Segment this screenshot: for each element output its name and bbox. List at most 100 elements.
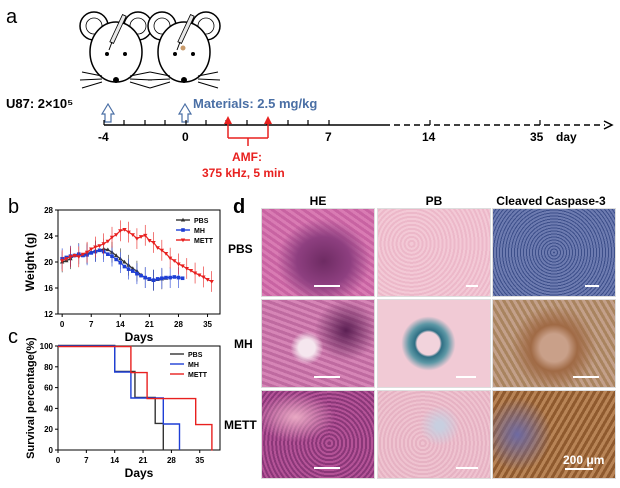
weight-legend-label-PBS: PBS <box>194 218 209 225</box>
panel-letter-b: b <box>8 196 20 218</box>
weight-point-METT-2 <box>68 255 73 259</box>
survival-xtick-label-0: 0 <box>56 456 61 465</box>
weight-ytick-label-24: 24 <box>44 232 53 241</box>
survival-legend-label-MH: MH <box>188 362 199 369</box>
survival-ytick-label-80: 80 <box>44 363 53 372</box>
survival-legend-label-METT: METT <box>188 372 208 379</box>
tile-pb-pbs <box>377 208 491 297</box>
weight-legend-marker-METT <box>180 238 186 243</box>
weight-point-METT-7 <box>89 247 94 252</box>
weight-legend-label-MH: MH <box>194 228 205 235</box>
weight-point-MH-23 <box>155 277 160 281</box>
weight-xtick-label-28: 28 <box>174 320 183 329</box>
weight-point-METT-30 <box>184 267 189 271</box>
survival-ytick-label-0: 0 <box>49 446 54 455</box>
weight-legend-marker-PBS <box>180 217 186 222</box>
survival-ytick-label-40: 40 <box>44 404 53 413</box>
weight-point-METT-21 <box>147 239 152 243</box>
weight-point-MH-9 <box>97 248 102 253</box>
weight-point-METT-18 <box>134 237 140 241</box>
weight-point-MH-20 <box>143 275 148 280</box>
weight-point-MH-21 <box>147 277 152 281</box>
survival-legend-label-PBS: PBS <box>188 352 203 359</box>
weight-point-MH-24 <box>160 276 164 281</box>
survival-series-METT <box>58 345 213 451</box>
survival-ylabel: Survival percentage(%) <box>25 338 37 459</box>
weight-point-MH-22 <box>151 278 156 282</box>
tick-label-neg4: -4 <box>98 130 109 144</box>
row-head-mett: METT <box>224 418 257 432</box>
tile-pb-mh <box>377 299 491 388</box>
weight-point-MH-12 <box>110 254 114 258</box>
weight-ytick-label-12: 12 <box>44 310 53 319</box>
tick-label-14: 14 <box>422 130 436 144</box>
materials-label: Materials: 2.5 mg/kg <box>193 96 318 111</box>
weight-point-METT-34 <box>201 275 206 280</box>
weight-point-METT-35 <box>205 278 210 282</box>
weight-point-METT-19 <box>138 235 144 239</box>
survival-xtick-label-28: 28 <box>167 456 176 465</box>
panel-letter-a: a <box>6 6 18 28</box>
weight-point-MH-27 <box>172 275 177 279</box>
weight-point-METT-27 <box>172 259 177 263</box>
tick-label-0: 0 <box>182 130 189 144</box>
weight-point-METT-0 <box>59 259 65 263</box>
weight-point-METT-12 <box>109 235 115 240</box>
tile-casp-pbs <box>492 208 616 297</box>
weight-ytick-label-16: 16 <box>44 284 53 293</box>
timeline <box>100 102 614 146</box>
weight-point-METT-8 <box>93 245 98 250</box>
weight-plot-frame <box>57 209 221 315</box>
survival-xtick-label-35: 35 <box>195 456 204 465</box>
survival-chart: 0 7 14 21 28 35 0 20 40 60 80 100 Days Survival perce… <box>25 338 221 480</box>
weight-point-METT-16 <box>126 230 131 235</box>
weight-point-MH-13 <box>114 257 118 262</box>
survival-xtick-label-21: 21 <box>139 456 148 465</box>
day-label: day <box>556 130 577 144</box>
weight-ytick-label-28: 28 <box>44 206 53 215</box>
cell-injection-label: U87: 2×10⁵ <box>6 96 74 111</box>
col-head-caspase: Cleaved Caspase-3 <box>496 194 606 208</box>
survival-ytick-label-20: 20 <box>44 425 53 434</box>
weight-point-PBS-13 <box>113 253 119 257</box>
panel-letter-c: c <box>8 326 18 348</box>
tick-label-7: 7 <box>325 130 332 144</box>
weight-point-MH-15 <box>122 264 127 269</box>
weight-point-METT-4 <box>76 255 81 259</box>
weight-point-MH-25 <box>164 275 168 280</box>
weight-point-MH-26 <box>168 275 172 280</box>
weight-legend-marker-MH <box>181 228 185 232</box>
weight-xlabel: Days <box>125 330 154 344</box>
survival-xtick-label-14: 14 <box>110 456 119 465</box>
col-head-he: HE <box>309 194 327 208</box>
col-head-pb: PB <box>425 194 443 208</box>
weight-point-METT-9 <box>97 244 102 248</box>
weight-chart: 0 7 14 21 28 35 12 16 20 24 28 Days Weight (g) PBS MH M… <box>23 206 221 344</box>
weight-ylabel: Weight (g) <box>23 233 37 291</box>
weight-point-METT-10 <box>101 242 106 246</box>
weight-point-METT-32 <box>192 271 198 276</box>
weight-point-MH-14 <box>118 260 123 265</box>
weight-point-MH-16 <box>126 267 131 271</box>
weight-point-MH-19 <box>139 273 143 278</box>
tile-he-pbs <box>261 208 375 297</box>
weight-ytick-label-20: 20 <box>44 258 53 267</box>
weight-point-METT-31 <box>188 268 194 273</box>
injection-arrow-icon <box>100 102 116 123</box>
weight-point-METT-25 <box>163 252 169 256</box>
weight-point-PBS-11 <box>105 247 111 252</box>
weight-point-METT-17 <box>130 233 135 237</box>
weight-point-METT-5 <box>80 252 86 257</box>
tile-casp-mh <box>492 299 616 388</box>
row-head-mh: MH <box>234 337 253 351</box>
weight-xtick-label-21: 21 <box>145 320 154 329</box>
weight-point-METT-36 <box>209 280 214 284</box>
weight-point-MH-18 <box>135 271 139 276</box>
weight-point-METT-26 <box>167 256 173 261</box>
amf-bracket <box>224 116 272 146</box>
weight-xtick-label-0: 0 <box>60 320 65 329</box>
tick-label-35: 35 <box>530 130 544 144</box>
weight-point-MH-7 <box>89 251 94 255</box>
survival-xlabel: Days <box>125 466 154 480</box>
tile-casp-mett: 200 μm <box>492 390 616 479</box>
